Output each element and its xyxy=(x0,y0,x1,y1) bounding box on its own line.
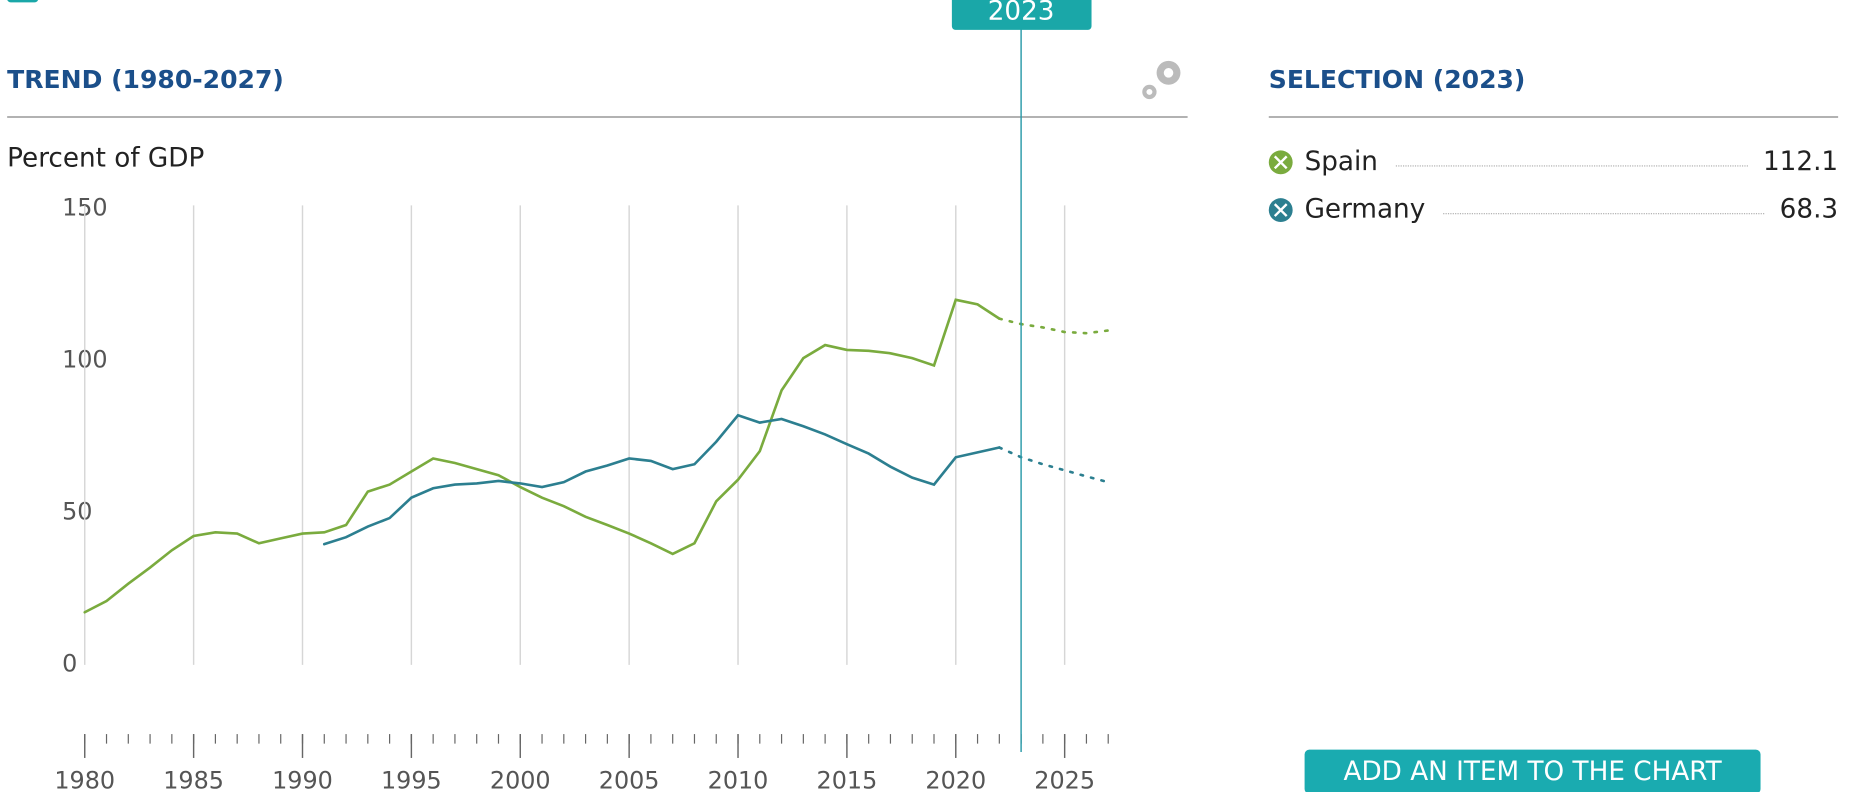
projection-line xyxy=(998,446,1110,484)
button-label[interactable]: ADD AN ITEM TO THE CHART xyxy=(1343,757,1722,787)
x-tick-label: 2010 xyxy=(708,766,769,792)
top-icon[interactable] xyxy=(7,0,38,3)
legend-icon-x[interactable] xyxy=(1273,155,1288,170)
legend-name: Spain xyxy=(1305,147,1378,177)
series-line xyxy=(83,298,1001,614)
add-item-button[interactable] xyxy=(1304,749,1761,792)
y-axis-label: Percent of GDP xyxy=(7,143,204,173)
y-tick-label: 0 xyxy=(62,649,77,677)
legend-icon-x[interactable] xyxy=(1273,203,1288,217)
x-tick-label: 1995 xyxy=(381,766,442,792)
x-tick-label: 1980 xyxy=(54,766,115,792)
x-tick-label: 2000 xyxy=(490,766,551,792)
selection-title: SELECTION (2023) xyxy=(1269,65,1526,94)
x-tick-label: 2015 xyxy=(817,766,878,792)
projection-line xyxy=(998,317,1110,335)
x-tick-label: 2025 xyxy=(1034,766,1095,792)
selection-year[interactable]: 2023 xyxy=(988,0,1055,26)
settings-icon[interactable] xyxy=(1142,60,1181,100)
x-tick-label: 1990 xyxy=(272,766,333,792)
legend-name: Germany xyxy=(1305,195,1426,225)
selection-value: 112.1 xyxy=(1763,147,1838,177)
x-tick-label: 2005 xyxy=(599,766,660,792)
selection-tab[interactable] xyxy=(951,0,1092,30)
y-tick-label: 50 xyxy=(62,497,92,525)
series-line xyxy=(322,413,1001,546)
chart-title: TREND (1980-2027) xyxy=(7,65,284,94)
x-tick-label: 2020 xyxy=(925,766,986,792)
x-tick-label: 1985 xyxy=(163,766,224,792)
selection-value: 68.3 xyxy=(1780,195,1838,225)
